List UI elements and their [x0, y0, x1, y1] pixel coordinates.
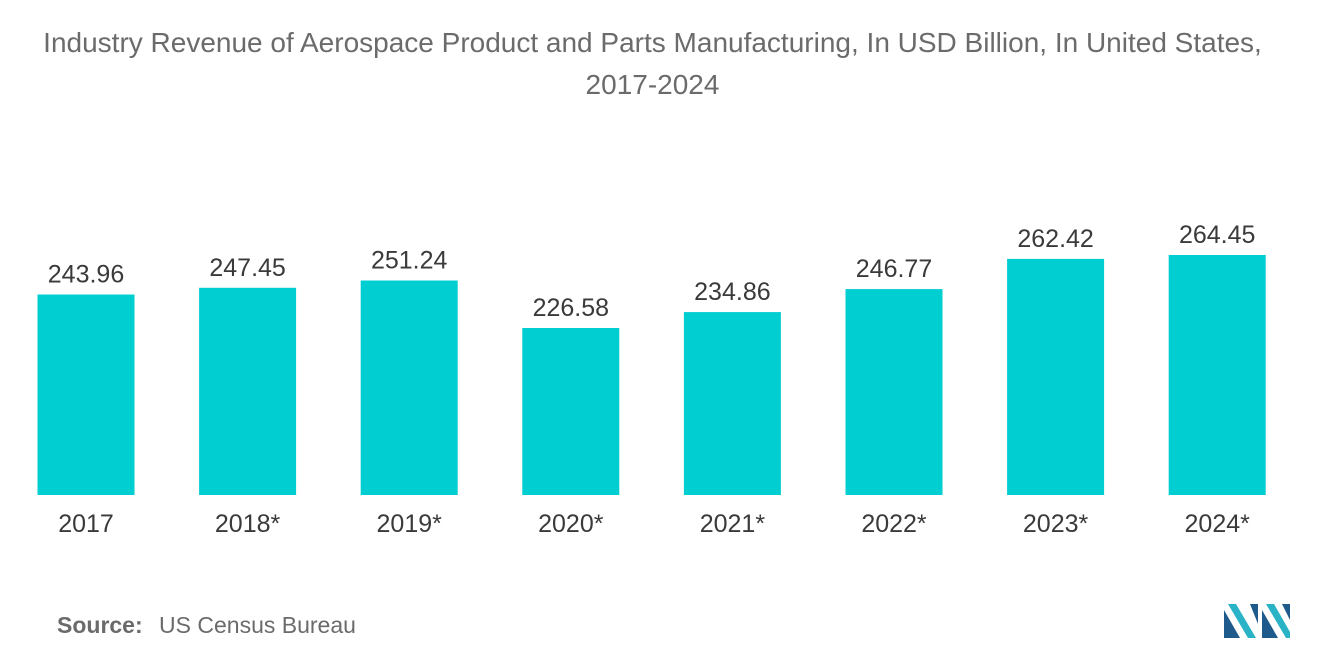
- bar-value-label: 251.24: [371, 247, 448, 275]
- x-tick-label: 2019*: [377, 510, 443, 538]
- bar-value-label: 243.96: [48, 261, 124, 289]
- bar-value-label: 247.45: [209, 254, 285, 282]
- x-tick-label: 2020*: [538, 510, 604, 538]
- bar-2018: [199, 287, 297, 495]
- bar-chart: 243.96 2017 247.45 2018* 251.24 2019* 226.58 20…: [37, 221, 1266, 538]
- bar-value-label: 234.86: [694, 278, 770, 306]
- bar-2022: [845, 289, 943, 495]
- bar-2021: [683, 312, 781, 495]
- bar-2019: [360, 280, 458, 495]
- bar-2017: [37, 294, 135, 495]
- bar-value-label: 264.45: [1179, 221, 1255, 249]
- bar-value-label: 246.77: [856, 255, 932, 283]
- x-tick-label: 2023*: [1023, 510, 1089, 538]
- x-tick-label: 2021*: [700, 510, 766, 538]
- mordor-intelligence-logo-icon: [1224, 604, 1290, 638]
- chart-title: Industry Revenue of Aerospace Product an…: [43, 27, 1262, 100]
- x-tick-label: 2022*: [861, 510, 927, 538]
- bar-2024: [1168, 255, 1266, 495]
- source-text: US Census Bureau: [159, 612, 356, 638]
- bar-2023: [1007, 258, 1105, 495]
- bar-value-label: 226.58: [533, 294, 609, 322]
- x-tick-label: 2018*: [215, 510, 281, 538]
- source-note: Source: US Census Bureau: [57, 612, 356, 639]
- x-tick-label: 2024*: [1185, 510, 1251, 538]
- x-tick-label: 2017: [58, 510, 114, 538]
- bar-2020: [522, 328, 620, 495]
- bar-value-label: 262.42: [1017, 225, 1093, 253]
- source-label: Source:: [57, 612, 143, 638]
